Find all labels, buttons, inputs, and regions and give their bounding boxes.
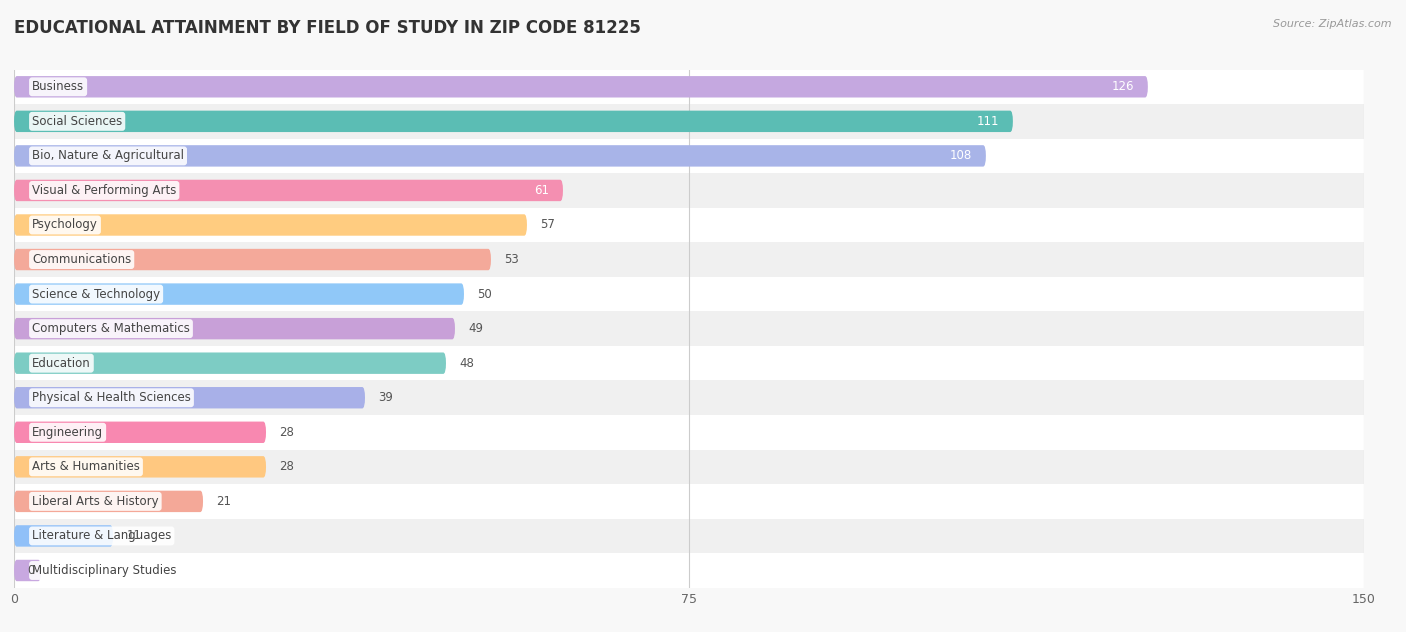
Text: 108: 108 bbox=[950, 149, 973, 162]
Text: 57: 57 bbox=[540, 219, 555, 231]
Text: 126: 126 bbox=[1112, 80, 1135, 94]
Bar bbox=[14, 312, 1364, 346]
Text: 28: 28 bbox=[280, 460, 294, 473]
Text: Bio, Nature & Agricultural: Bio, Nature & Agricultural bbox=[32, 149, 184, 162]
Text: 28: 28 bbox=[280, 426, 294, 439]
FancyBboxPatch shape bbox=[14, 387, 366, 408]
Bar bbox=[14, 138, 1364, 173]
Bar bbox=[14, 346, 1364, 380]
Text: 11: 11 bbox=[127, 530, 142, 542]
FancyBboxPatch shape bbox=[14, 525, 112, 547]
Text: 48: 48 bbox=[460, 356, 474, 370]
Text: 111: 111 bbox=[977, 115, 1000, 128]
Bar bbox=[14, 380, 1364, 415]
FancyBboxPatch shape bbox=[14, 76, 1147, 97]
Text: Science & Technology: Science & Technology bbox=[32, 288, 160, 301]
Text: 49: 49 bbox=[468, 322, 484, 335]
FancyBboxPatch shape bbox=[14, 214, 527, 236]
Text: 21: 21 bbox=[217, 495, 232, 508]
FancyBboxPatch shape bbox=[14, 179, 562, 201]
Bar bbox=[14, 553, 1364, 588]
Bar bbox=[14, 104, 1364, 138]
FancyBboxPatch shape bbox=[14, 318, 456, 339]
Text: 61: 61 bbox=[534, 184, 550, 197]
Text: Liberal Arts & History: Liberal Arts & History bbox=[32, 495, 159, 508]
FancyBboxPatch shape bbox=[14, 249, 491, 270]
Text: Visual & Performing Arts: Visual & Performing Arts bbox=[32, 184, 176, 197]
FancyBboxPatch shape bbox=[14, 456, 266, 478]
Bar bbox=[14, 277, 1364, 312]
Bar bbox=[14, 242, 1364, 277]
Text: 53: 53 bbox=[505, 253, 519, 266]
Bar bbox=[14, 449, 1364, 484]
FancyBboxPatch shape bbox=[14, 560, 41, 581]
Text: Physical & Health Sciences: Physical & Health Sciences bbox=[32, 391, 191, 404]
Text: EDUCATIONAL ATTAINMENT BY FIELD OF STUDY IN ZIP CODE 81225: EDUCATIONAL ATTAINMENT BY FIELD OF STUDY… bbox=[14, 19, 641, 37]
FancyBboxPatch shape bbox=[14, 422, 266, 443]
Bar bbox=[14, 173, 1364, 208]
FancyBboxPatch shape bbox=[14, 283, 464, 305]
Text: Education: Education bbox=[32, 356, 91, 370]
FancyBboxPatch shape bbox=[14, 111, 1012, 132]
Text: 50: 50 bbox=[478, 288, 492, 301]
FancyBboxPatch shape bbox=[14, 353, 446, 374]
Text: Engineering: Engineering bbox=[32, 426, 103, 439]
Bar bbox=[14, 484, 1364, 519]
Text: Psychology: Psychology bbox=[32, 219, 98, 231]
Text: Multidisciplinary Studies: Multidisciplinary Studies bbox=[32, 564, 177, 577]
Text: Communications: Communications bbox=[32, 253, 131, 266]
Text: 39: 39 bbox=[378, 391, 394, 404]
FancyBboxPatch shape bbox=[14, 145, 986, 167]
Bar bbox=[14, 70, 1364, 104]
Text: 0: 0 bbox=[28, 564, 35, 577]
Text: Social Sciences: Social Sciences bbox=[32, 115, 122, 128]
Bar bbox=[14, 415, 1364, 449]
Bar bbox=[14, 519, 1364, 553]
Text: Literature & Languages: Literature & Languages bbox=[32, 530, 172, 542]
Text: Business: Business bbox=[32, 80, 84, 94]
FancyBboxPatch shape bbox=[14, 490, 202, 512]
Text: Source: ZipAtlas.com: Source: ZipAtlas.com bbox=[1274, 19, 1392, 29]
Bar bbox=[14, 208, 1364, 242]
Text: Computers & Mathematics: Computers & Mathematics bbox=[32, 322, 190, 335]
Text: Arts & Humanities: Arts & Humanities bbox=[32, 460, 141, 473]
